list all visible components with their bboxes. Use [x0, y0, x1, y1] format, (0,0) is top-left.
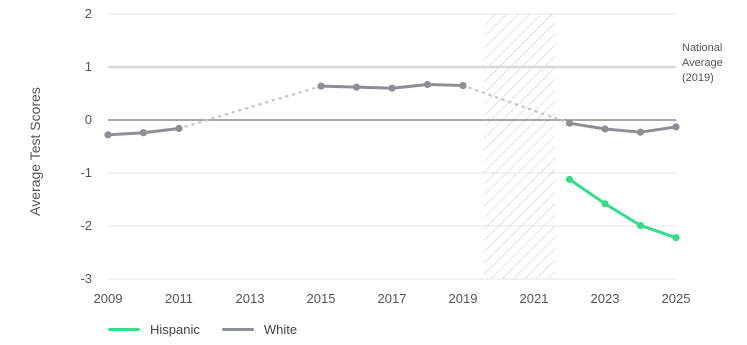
reference-line-label: Average [682, 57, 723, 69]
legend-label-hispanic: Hispanic [150, 322, 200, 337]
x-tick-label: 2009 [94, 291, 123, 306]
legend: Hispanic White [108, 322, 297, 337]
reference-line-label: (2019) [682, 72, 714, 84]
x-tick-label: 2019 [449, 291, 478, 306]
data-point-white [317, 82, 325, 90]
legend-swatch-white [221, 328, 254, 331]
x-tick-label: 2021 [520, 291, 549, 306]
data-point-hispanic [636, 221, 645, 230]
y-tick-label: -3 [80, 271, 92, 286]
data-point-white [565, 119, 574, 127]
legend-label-white: White [263, 322, 298, 337]
data-point-white [104, 131, 112, 139]
data-point-hispanic [601, 200, 609, 208]
x-tick-label: 2015 [307, 291, 336, 306]
x-tick-label: 2017 [378, 291, 407, 306]
data-point-white [388, 84, 396, 92]
data-point-white [352, 83, 361, 91]
data-point-white [175, 124, 183, 133]
data-point-hispanic [672, 234, 680, 242]
y-axis-title: Average Test Scores [27, 87, 43, 216]
y-tick-label: -1 [80, 165, 92, 180]
data-point-white [672, 123, 680, 131]
legend-item-hispanic: Hispanic [108, 322, 200, 337]
data-point-hispanic [565, 175, 574, 183]
series-line-white [568, 121, 678, 134]
data-point-white [459, 81, 467, 90]
data-point-white [139, 129, 148, 137]
series-line-white-dotted [461, 84, 571, 125]
series-line-hispanic [568, 177, 678, 240]
series-line-white-dotted [177, 84, 323, 130]
legend-item-white: White [221, 322, 298, 337]
y-tick-label: 2 [85, 6, 92, 21]
shaded-region-hatch [484, 14, 556, 279]
y-tick-label: -2 [80, 218, 92, 233]
reference-line-label: National [682, 42, 722, 54]
y-tick-label: 1 [85, 59, 92, 74]
data-point-white [423, 80, 432, 89]
y-tick-label: 0 [85, 112, 92, 127]
x-tick-label: 2023 [591, 291, 620, 306]
x-tick-label: 2011 [165, 291, 193, 306]
data-point-white [636, 128, 645, 136]
data-point-white [601, 125, 609, 133]
legend-swatch-hispanic [108, 328, 140, 331]
x-tick-label: 2013 [236, 291, 265, 306]
x-tick-label: 2025 [662, 291, 691, 306]
